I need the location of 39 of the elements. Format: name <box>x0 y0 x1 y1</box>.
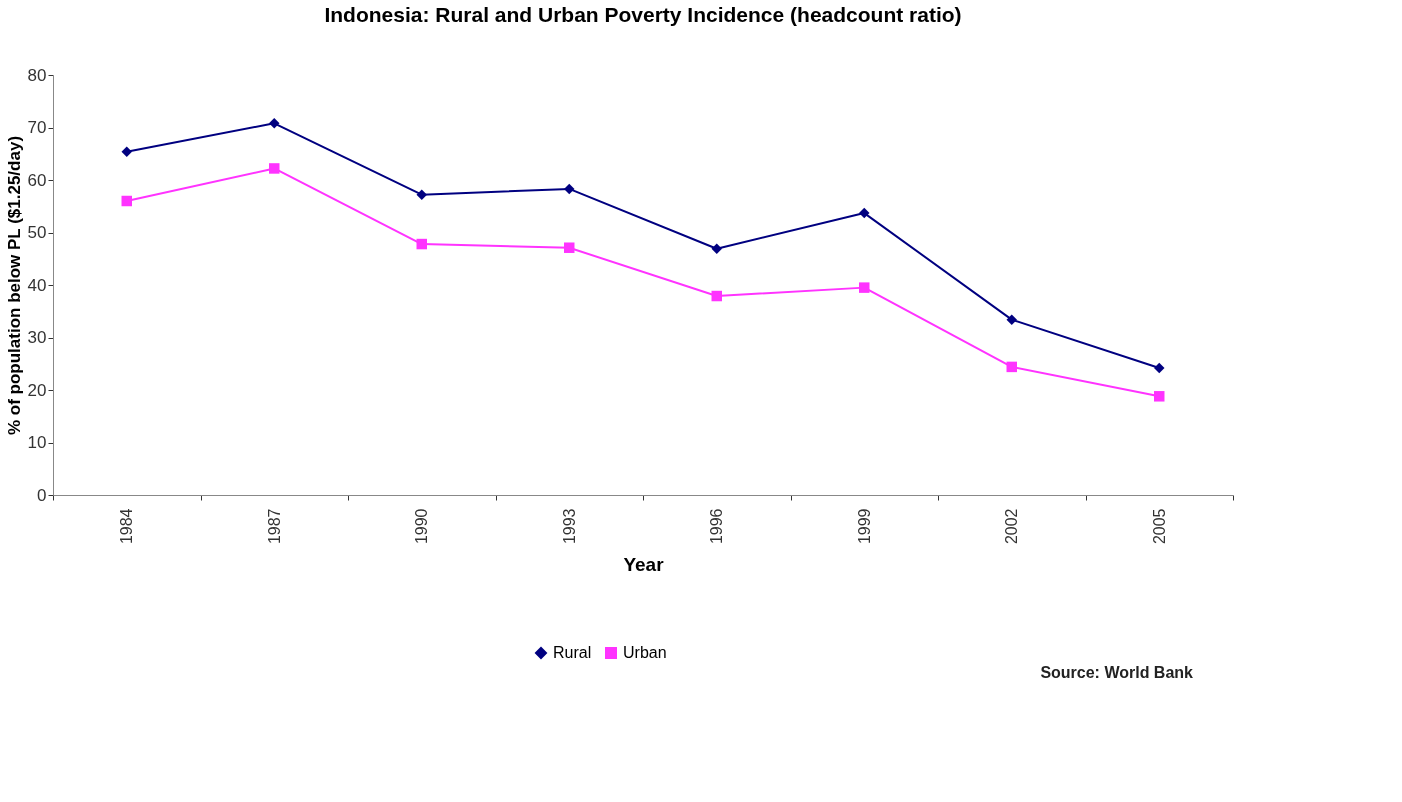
point <box>269 118 280 129</box>
legend-label: Rural <box>553 644 592 661</box>
x-axis-title: Year <box>623 554 665 576</box>
y-tick-label: 20 <box>27 380 47 400</box>
y-tick-label: 30 <box>27 328 47 347</box>
point <box>1154 391 1165 402</box>
y-tick-label: 0 <box>37 485 47 505</box>
x-tick-label: 1987 <box>265 508 283 545</box>
point <box>711 290 722 302</box>
x-tick-label: 1984 <box>118 508 136 545</box>
x-tick-label: 2005 <box>1150 508 1168 545</box>
legend-label: Urban <box>623 644 667 661</box>
y-tick-label: 70 <box>27 118 47 137</box>
chart-title: Indonesia: Rural and Urban Poverty Incidence (headcount ratio) <box>324 3 962 26</box>
point <box>1006 361 1017 373</box>
y-tick-label: 50 <box>27 223 47 242</box>
x-tick-label: 1990 <box>413 508 431 545</box>
y-tick-label: 10 <box>27 433 47 452</box>
point <box>711 243 722 255</box>
point <box>564 183 575 195</box>
x-tick-label: 1993 <box>560 508 578 545</box>
point <box>121 146 132 157</box>
source-note: Source: World Bank <box>1040 664 1194 681</box>
point <box>416 189 427 200</box>
x-tick-label: 2002 <box>1003 508 1021 545</box>
y-axis-title: % of population below PL ($1.25/day) <box>4 135 24 436</box>
y-tick-label: 80 <box>27 65 47 85</box>
point <box>269 163 280 174</box>
y-tick-label: 60 <box>27 170 47 190</box>
point <box>564 242 575 253</box>
x-tick-label: 1996 <box>708 508 726 545</box>
x-tick-label: 1999 <box>855 508 873 545</box>
point <box>859 282 870 293</box>
point <box>121 195 132 207</box>
point <box>859 207 870 219</box>
y-tick-label: 40 <box>27 275 47 295</box>
point <box>416 238 427 250</box>
point <box>1154 362 1165 374</box>
point <box>1006 314 1017 325</box>
